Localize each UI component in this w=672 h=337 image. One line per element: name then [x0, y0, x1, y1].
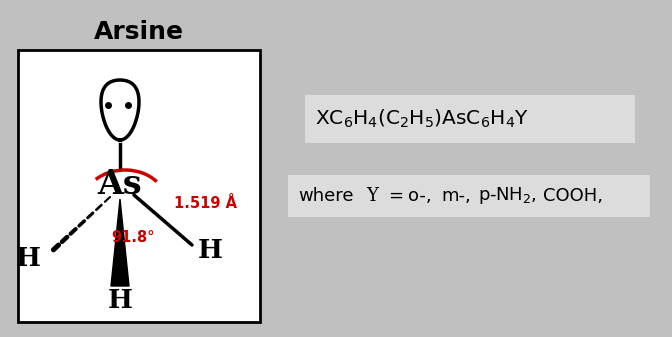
Bar [305, 95, 635, 143]
Text: H: H [198, 238, 222, 263]
Bar [288, 175, 650, 217]
Text: H: H [108, 287, 132, 312]
Text: Y: Y [366, 187, 378, 205]
Text: where: where [298, 187, 353, 205]
Text: Arsine: Arsine [94, 20, 184, 44]
Text: p-NH$_2$,: p-NH$_2$, [478, 185, 537, 207]
Text: o-,: o-, [408, 187, 431, 205]
Polygon shape [101, 80, 139, 140]
Text: m-,: m-, [441, 187, 471, 205]
Text: $\mathregular{XC_6H_4(C_2H_5)AsC_6H_4Y}$: $\mathregular{XC_6H_4(C_2H_5)AsC_6H_4Y}$ [315, 108, 529, 130]
Bar [18, 50, 260, 322]
Text: As: As [97, 168, 142, 202]
Text: =: = [388, 187, 403, 205]
Text: COOH,: COOH, [543, 187, 603, 205]
Text: H: H [15, 245, 40, 271]
Polygon shape [111, 199, 129, 286]
Text: 91.8°: 91.8° [112, 231, 155, 245]
Text: 1.519 Å: 1.519 Å [173, 195, 237, 211]
